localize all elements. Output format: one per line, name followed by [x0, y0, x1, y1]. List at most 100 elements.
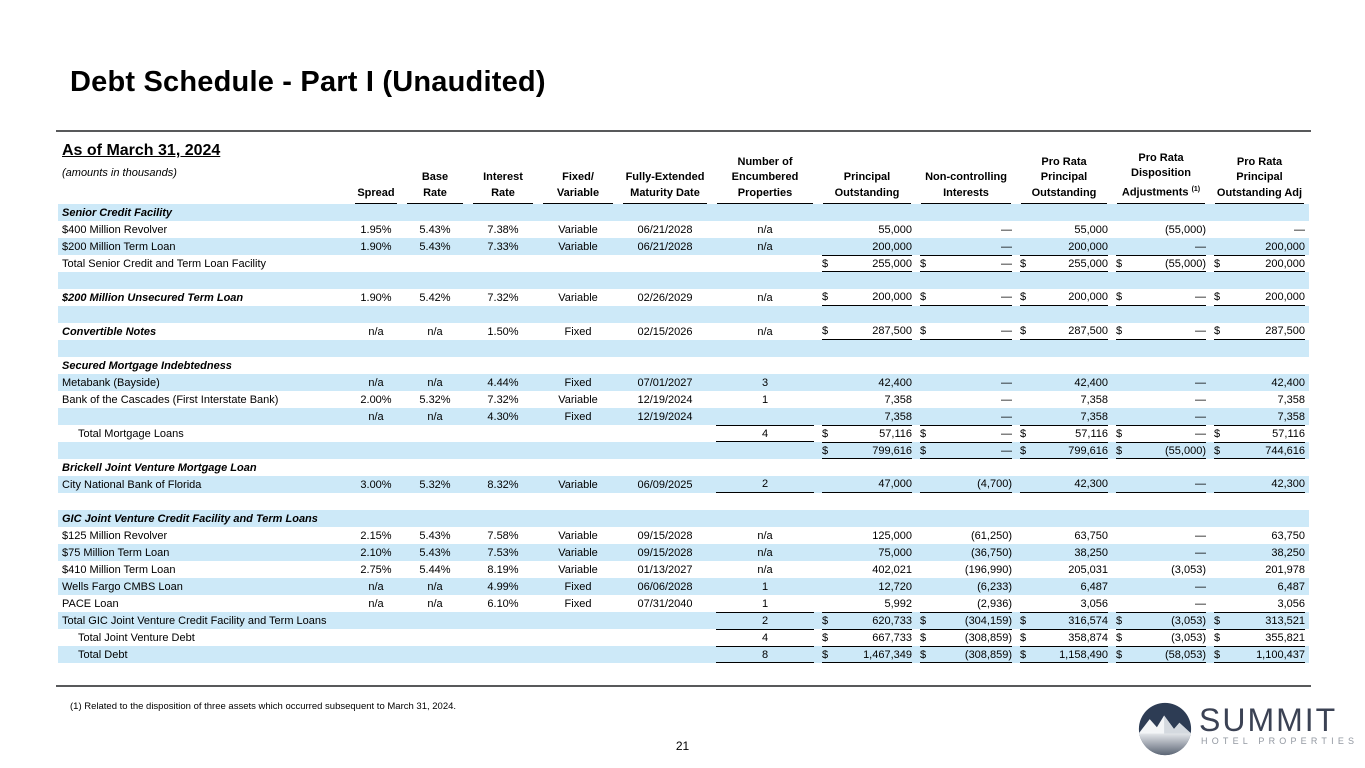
header-spread: Spread [350, 140, 402, 204]
cell-label [58, 340, 350, 357]
cell-spread: 1.90% [360, 291, 392, 304]
page-number: 21 [675, 739, 690, 753]
cell-encumbered-properties: n/a [757, 563, 773, 576]
cell-label: Total GIC Joint Venture Credit Facility … [62, 614, 327, 627]
cell-pro-rata-disposition-adjustments: (3,053) [1171, 563, 1206, 576]
cell-noncontrolling-interests: $ (304,159) [916, 612, 1016, 629]
cell-interest-rate: 7.33% [487, 240, 519, 253]
cell-pro-rata-principal-outstanding-adj [1210, 340, 1309, 357]
table-row: Bank of the Cascades (First Interstate B… [58, 391, 1309, 408]
cell-noncontrolling-interests: (6,233) [977, 580, 1012, 593]
cell-noncontrolling-interests [916, 493, 1016, 510]
cell-base-rate: 5.44% [419, 563, 451, 576]
header-pro-rata-principal-outstanding: Pro Rata Principal Outstanding [1016, 140, 1112, 204]
cell-principal-outstanding [818, 459, 916, 476]
cell-principal-outstanding [818, 272, 916, 289]
table-row: $75 Million Term Loan 2.10% 5.43% 7.53% Vari… [58, 544, 1309, 561]
cell-pro-rata-disposition-adjustments: $ (58,053) [1112, 646, 1210, 663]
cell-interest-rate [468, 510, 538, 527]
cell-pro-rata-principal-outstanding-adj: $355,821 [1210, 629, 1309, 646]
cell-label [58, 493, 350, 510]
cell-principal-outstanding: $1,467,349 [818, 646, 916, 663]
table-body: Senior Credit Facility $400 Million Revol… [58, 204, 1309, 663]
cell-fixed-variable: Variable [558, 563, 598, 576]
cell-pro-rata-principal-outstanding [1016, 204, 1112, 221]
table-row [58, 340, 1309, 357]
cell-interest-rate: 8.32% [487, 478, 519, 491]
cell-spread: 2.00% [360, 393, 392, 406]
cell-base-rate [402, 459, 468, 476]
cell-noncontrolling-interests [916, 340, 1016, 357]
cell-encumbered-properties: n/a [757, 546, 773, 559]
cell-label: $200 Million Unsecured Term Loan [62, 291, 244, 304]
cell-pro-rata-principal-outstanding-adj: 200,000 [1265, 240, 1305, 253]
cell-fixed-variable [538, 425, 618, 442]
cell-base-rate: n/a [427, 325, 443, 338]
cell-interest-rate: 8.19% [487, 563, 519, 576]
cell-pro-rata-disposition-adjustments: $ (3,053) [1112, 629, 1210, 646]
cell-pro-rata-disposition-adjustments [1112, 204, 1210, 221]
cell-pro-rata-principal-outstanding [1016, 340, 1112, 357]
cell-pro-rata-principal-outstanding: $316,574 [1016, 612, 1112, 629]
cell-pro-rata-disposition-adjustments: $ — [1112, 425, 1210, 442]
cell-maturity-date [618, 442, 712, 459]
cell-pro-rata-disposition-adjustments: — [1195, 393, 1206, 406]
table-header: As of March 31, 2024 (amounts in thousand… [58, 140, 1309, 204]
cell-encumbered-properties [712, 255, 818, 272]
cell-pro-rata-disposition-adjustments: — [1195, 529, 1206, 542]
table-row: Senior Credit Facility [58, 204, 1309, 221]
cell-label [58, 408, 350, 425]
table-row [58, 272, 1309, 289]
cell-fixed-variable: Variable [558, 546, 598, 559]
cell-noncontrolling-interests: (61,250) [971, 529, 1012, 542]
cell-fixed-variable [538, 357, 618, 374]
cell-principal-outstanding: $200,000 [818, 289, 916, 306]
cell-pro-rata-disposition-adjustments: (55,000) [1165, 223, 1206, 236]
table-row: Total Debt 8 $1,467,349 $ (308,859) $1,158,49… [58, 646, 1309, 663]
cell-base-rate [402, 612, 468, 629]
cell-spread: n/a [368, 580, 384, 593]
cell-principal-outstanding: 75,000 [878, 546, 912, 559]
cell-principal-outstanding: 200,000 [872, 240, 912, 253]
cell-principal-outstanding: $620,733 [818, 612, 916, 629]
cell-principal-outstanding [818, 493, 916, 510]
cell-noncontrolling-interests: $ — [916, 425, 1016, 442]
cell-interest-rate [468, 493, 538, 510]
cell-spread [350, 357, 402, 374]
cell-maturity-date [618, 357, 712, 374]
cell-pro-rata-principal-outstanding: 42,400 [1074, 376, 1108, 389]
table-row: PACE Loan n/a n/a 6.10% Fixed 07/31/2040 1 5,99… [58, 595, 1309, 612]
cell-pro-rata-principal-outstanding: 6,487 [1080, 580, 1108, 593]
cell-pro-rata-principal-outstanding: 63,750 [1074, 529, 1108, 542]
cell-maturity-date [618, 255, 712, 272]
cell-interest-rate [468, 255, 538, 272]
cell-spread: 2.75% [360, 563, 392, 576]
cell-pro-rata-principal-outstanding-adj: $57,116 [1210, 425, 1309, 442]
cell-fixed-variable [538, 646, 618, 663]
table-row [58, 493, 1309, 510]
cell-encumbered-properties [712, 204, 818, 221]
cell-base-rate [402, 510, 468, 527]
cell-maturity-date: 06/21/2028 [637, 223, 693, 236]
cell-encumbered-properties: n/a [757, 223, 773, 236]
cell-spread: 2.10% [360, 546, 392, 559]
cell-spread: n/a [368, 410, 384, 423]
cell-principal-outstanding: 125,000 [872, 529, 912, 542]
cell-noncontrolling-interests: (36,750) [971, 546, 1012, 559]
table-row: Total GIC Joint Venture Credit Facility … [58, 612, 1309, 629]
logo-text: SUMMIT HOTEL PROPERTIES [1199, 702, 1358, 746]
cell-interest-rate: 7.32% [487, 393, 519, 406]
cell-pro-rata-principal-outstanding-adj [1210, 272, 1309, 289]
cell-fixed-variable: Fixed [564, 376, 592, 389]
cell-label: $200 Million Term Loan [62, 240, 176, 253]
cell-noncontrolling-interests [916, 306, 1016, 323]
cell-base-rate: n/a [427, 597, 443, 610]
cell-noncontrolling-interests [916, 459, 1016, 476]
cell-maturity-date [618, 459, 712, 476]
cell-pro-rata-principal-outstanding: 200,000 [1068, 240, 1108, 253]
cell-encumbered-properties [712, 408, 818, 425]
cell-encumbered-properties: 1 [761, 393, 769, 406]
header-interest-rate: Interest Rate [468, 140, 538, 204]
cell-spread: n/a [368, 376, 384, 389]
cell-pro-rata-disposition-adjustments [1112, 340, 1210, 357]
